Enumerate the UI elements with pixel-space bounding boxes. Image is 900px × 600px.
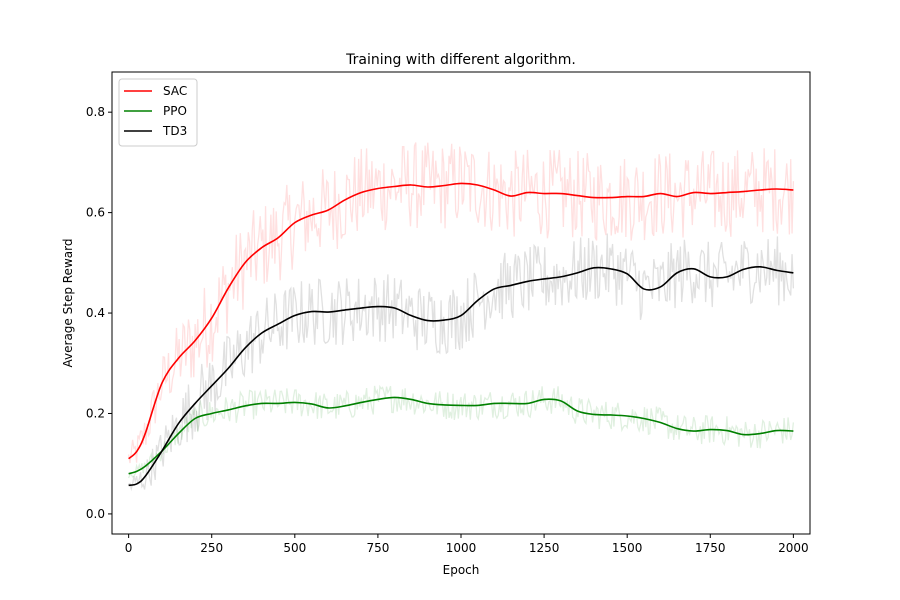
legend-label-sac: SAC — [163, 84, 187, 98]
series-line-ppo — [128, 396, 794, 475]
y-tick-label: 0.2 — [86, 406, 105, 420]
legend-label-td3: TD3 — [162, 124, 187, 138]
x-tick-label: 1000 — [446, 541, 477, 555]
x-tick-label: 750 — [366, 541, 389, 555]
series-line-sac — [128, 182, 794, 460]
legend: SAC PPO TD3 — [118, 78, 198, 147]
x-tick-label: 250 — [200, 541, 223, 555]
x-axis-label: Epoch — [443, 563, 480, 577]
y-axis-label: Average Step Reward — [61, 239, 75, 368]
legend-label-ppo: PPO — [163, 104, 187, 118]
y-tick-label: 0.8 — [86, 105, 105, 119]
y-tick-label: 0.6 — [86, 206, 105, 220]
raw-trace-ppo — [128, 384, 795, 479]
y-tick-label: 0.0 — [86, 507, 105, 521]
x-tick-label: 1500 — [612, 541, 643, 555]
x-tick-label: 1250 — [529, 541, 560, 555]
raw-noise-layer — [127, 142, 795, 492]
x-tick-label: 2000 — [778, 541, 809, 555]
x-tick-label: 1750 — [695, 541, 726, 555]
smoothed-lines-layer — [128, 182, 794, 487]
x-axis-ticks: 0 250 500 750 1000 1250 1500 1750 2000 — [125, 534, 809, 555]
x-tick-label: 500 — [283, 541, 306, 555]
raw-trace-td3 — [128, 233, 795, 492]
y-axis-ticks: 0.0 0.2 0.4 0.6 0.8 — [86, 105, 112, 521]
legend-box — [118, 78, 198, 147]
raw-trace-sac — [127, 142, 795, 464]
chart-title: Training with different algorithm. — [345, 52, 576, 68]
x-tick-label: 0 — [125, 541, 133, 555]
y-tick-label: 0.4 — [86, 306, 105, 320]
series-line-td3 — [128, 266, 794, 487]
